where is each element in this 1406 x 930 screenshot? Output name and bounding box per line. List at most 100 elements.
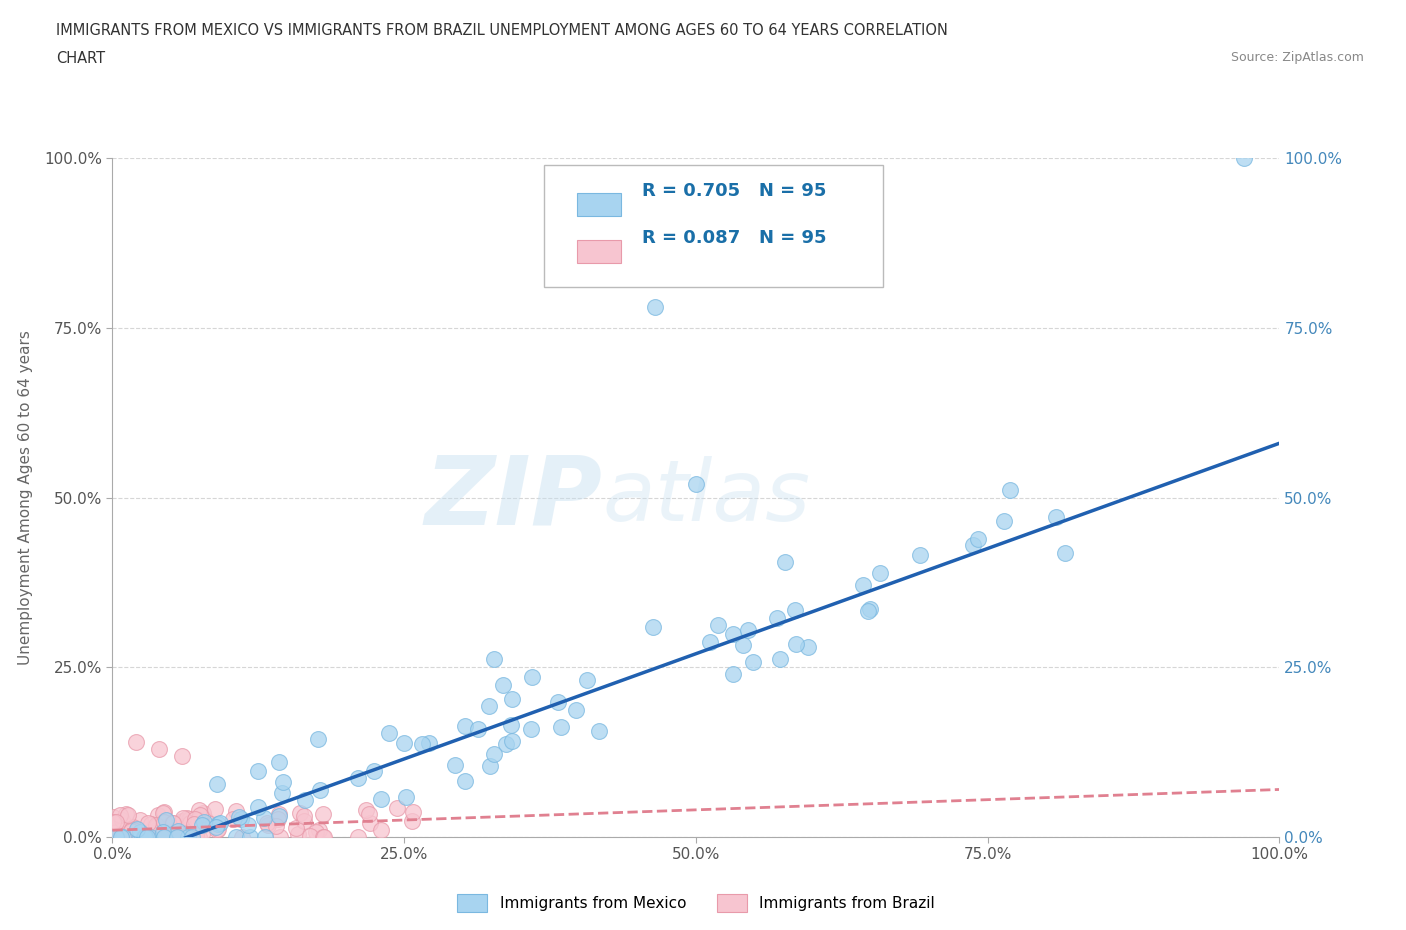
Text: Source: ZipAtlas.com: Source: ZipAtlas.com xyxy=(1230,51,1364,64)
Point xyxy=(127,830,149,844)
Point xyxy=(239,830,262,844)
Point xyxy=(588,724,610,738)
Point xyxy=(267,812,290,827)
Point xyxy=(136,830,159,844)
Point xyxy=(346,770,368,785)
Point xyxy=(908,548,931,563)
Point xyxy=(721,667,744,682)
Point xyxy=(385,800,408,815)
Point xyxy=(155,813,177,828)
Point xyxy=(370,791,392,806)
Point xyxy=(271,786,294,801)
Point xyxy=(105,817,128,831)
Point xyxy=(454,719,477,734)
Point xyxy=(308,823,330,838)
Point xyxy=(105,830,128,844)
Point xyxy=(179,816,201,830)
Point xyxy=(110,830,132,844)
Point xyxy=(253,810,276,825)
Text: R = 0.087   N = 95: R = 0.087 N = 95 xyxy=(643,229,827,247)
Point xyxy=(550,720,572,735)
Point xyxy=(128,830,150,844)
Point xyxy=(128,825,150,840)
Point xyxy=(186,828,208,843)
Point xyxy=(294,792,316,807)
Point xyxy=(1233,151,1256,166)
Point xyxy=(125,735,148,750)
Point xyxy=(418,736,440,751)
Point xyxy=(267,808,290,823)
Point xyxy=(165,830,187,844)
Point xyxy=(1045,510,1067,525)
Point xyxy=(105,814,128,829)
Point xyxy=(167,830,190,844)
Point xyxy=(162,824,184,839)
Point xyxy=(401,814,423,829)
Point xyxy=(146,818,169,833)
Point xyxy=(183,817,205,831)
Point xyxy=(117,808,139,823)
Point xyxy=(288,806,311,821)
Point xyxy=(188,808,211,823)
Point xyxy=(737,622,759,637)
Point xyxy=(402,804,425,819)
Point xyxy=(309,783,332,798)
Point xyxy=(707,618,730,632)
Point xyxy=(177,830,200,844)
Point xyxy=(166,830,188,844)
Point xyxy=(257,817,280,832)
Point xyxy=(225,804,247,818)
Point xyxy=(121,821,143,836)
Point xyxy=(765,611,787,626)
Point xyxy=(222,811,245,826)
Point xyxy=(852,578,875,592)
Point xyxy=(492,678,515,693)
Point xyxy=(354,802,377,817)
Point xyxy=(292,808,315,823)
Point xyxy=(146,807,169,822)
Point xyxy=(228,809,250,824)
Point xyxy=(236,817,259,832)
Point xyxy=(269,830,291,844)
Point xyxy=(467,722,489,737)
Point xyxy=(101,810,124,825)
Point xyxy=(104,829,127,844)
Point xyxy=(139,817,162,832)
Point xyxy=(176,811,198,826)
Point xyxy=(998,483,1021,498)
Point xyxy=(207,822,229,837)
Point xyxy=(145,817,167,832)
Point xyxy=(769,652,792,667)
Point xyxy=(128,812,150,827)
Point xyxy=(962,538,984,552)
Point xyxy=(207,817,229,831)
Point xyxy=(172,814,194,829)
Point xyxy=(797,639,820,654)
Point xyxy=(499,717,522,732)
Point xyxy=(187,813,209,828)
Point xyxy=(148,741,170,756)
Point xyxy=(122,819,145,834)
Point xyxy=(172,748,194,763)
Point xyxy=(148,819,170,834)
Point xyxy=(153,823,176,838)
Point xyxy=(101,815,124,830)
Point xyxy=(121,828,143,843)
Point xyxy=(741,655,763,670)
Point xyxy=(311,806,333,821)
Point xyxy=(152,805,174,820)
Point xyxy=(247,764,270,779)
Text: ZIP: ZIP xyxy=(425,451,603,544)
Point xyxy=(256,816,278,830)
Point xyxy=(733,638,755,653)
Point xyxy=(134,830,156,844)
Point xyxy=(392,736,415,751)
Point xyxy=(179,812,201,827)
Point xyxy=(1053,546,1076,561)
Point xyxy=(444,758,467,773)
Point xyxy=(205,819,228,834)
Point xyxy=(305,824,328,839)
Point xyxy=(191,827,214,842)
Point xyxy=(150,830,173,844)
Legend: Immigrants from Mexico, Immigrants from Brazil: Immigrants from Mexico, Immigrants from … xyxy=(451,888,941,918)
